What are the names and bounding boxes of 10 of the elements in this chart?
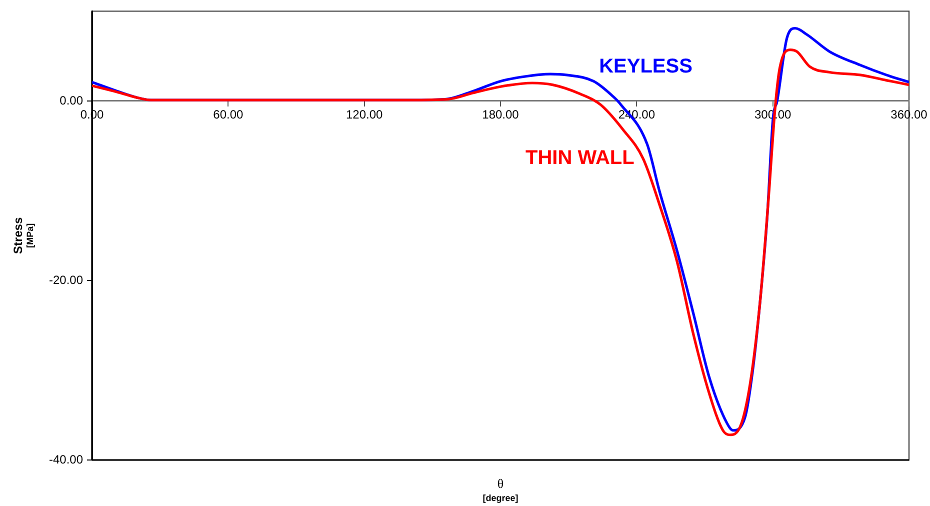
series-label: THIN WALL (525, 146, 634, 169)
series-label: KEYLESS (599, 55, 692, 78)
y-tick-label: -40.00 (48, 452, 84, 466)
y-axis-title: Stress [MPa] (11, 216, 35, 254)
x-tick-label: 60.00 (213, 107, 244, 122)
y-tick-label: -20.00 (48, 272, 84, 287)
x-axis-title: θ [degree] (482, 476, 518, 503)
x-tick-label: 120.00 (346, 107, 384, 122)
x-tick-label: 180.00 (482, 107, 520, 122)
y-tick-label: 0.00 (60, 93, 84, 108)
